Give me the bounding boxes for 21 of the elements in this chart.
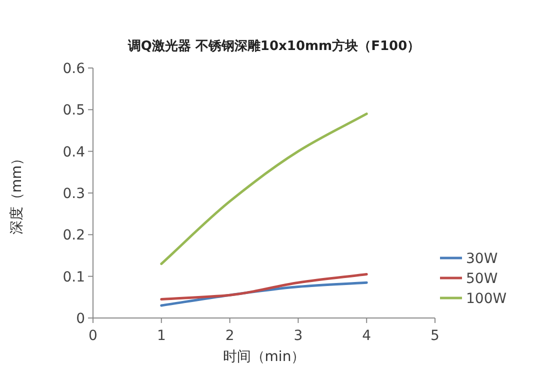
legend-label: 30W bbox=[466, 251, 498, 267]
y-axis-title: 深度（mm） bbox=[9, 151, 25, 235]
y-tick-label: 0.4 bbox=[62, 144, 86, 160]
y-tick-label: 0.5 bbox=[62, 102, 85, 119]
chart-title: 调Q激光器 不锈钢深雕10x10mm方块（F100） bbox=[126, 38, 420, 54]
y-tick-label: 0.6 bbox=[62, 61, 86, 77]
y-tick-label: 0.2 bbox=[62, 228, 85, 244]
x-tick-label: 2 bbox=[225, 328, 234, 344]
line-series bbox=[160, 273, 368, 300]
y-tick-label: 0.3 bbox=[62, 186, 85, 202]
y-tick-label: 0 bbox=[76, 311, 85, 327]
line-series bbox=[160, 112, 368, 266]
x-tick-label: 0 bbox=[88, 328, 98, 344]
x-tick-label: 5 bbox=[430, 328, 440, 344]
x-tick-label: 3 bbox=[294, 328, 303, 344]
x-axis-title: 时间（min） bbox=[222, 349, 306, 365]
x-tick-label: 1 bbox=[156, 328, 166, 344]
x-tick-label: 4 bbox=[362, 328, 372, 344]
legend-label: 50W bbox=[466, 271, 498, 287]
y-tick-label: 0.1 bbox=[62, 269, 85, 286]
legend-label: 100W bbox=[466, 291, 507, 307]
